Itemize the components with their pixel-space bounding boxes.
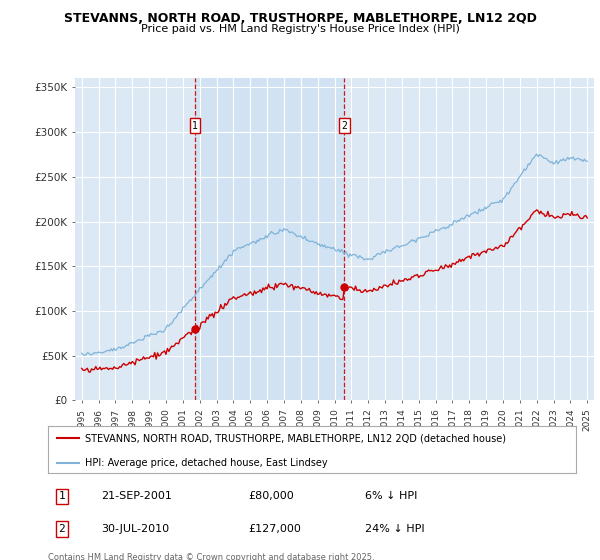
- Text: 21-SEP-2001: 21-SEP-2001: [101, 491, 172, 501]
- Text: 2: 2: [341, 121, 347, 131]
- Text: 1: 1: [192, 121, 198, 131]
- Text: HPI: Average price, detached house, East Lindsey: HPI: Average price, detached house, East…: [85, 458, 328, 468]
- Text: 1: 1: [59, 491, 65, 501]
- Text: STEVANNS, NORTH ROAD, TRUSTHORPE, MABLETHORPE, LN12 2QD: STEVANNS, NORTH ROAD, TRUSTHORPE, MABLET…: [64, 12, 536, 25]
- Text: 6% ↓ HPI: 6% ↓ HPI: [365, 491, 417, 501]
- Text: 24% ↓ HPI: 24% ↓ HPI: [365, 524, 424, 534]
- Text: £80,000: £80,000: [248, 491, 295, 501]
- Text: 2: 2: [59, 524, 65, 534]
- Bar: [195, 78, 344, 400]
- Text: £127,000: £127,000: [248, 524, 302, 534]
- Text: STEVANNS, NORTH ROAD, TRUSTHORPE, MABLETHORPE, LN12 2QD (detached house): STEVANNS, NORTH ROAD, TRUSTHORPE, MABLET…: [85, 433, 506, 444]
- Text: Contains HM Land Registry data © Crown copyright and database right 2025.
This d: Contains HM Land Registry data © Crown c…: [48, 553, 374, 560]
- Text: 30-JUL-2010: 30-JUL-2010: [101, 524, 169, 534]
- Text: Price paid vs. HM Land Registry's House Price Index (HPI): Price paid vs. HM Land Registry's House …: [140, 24, 460, 34]
